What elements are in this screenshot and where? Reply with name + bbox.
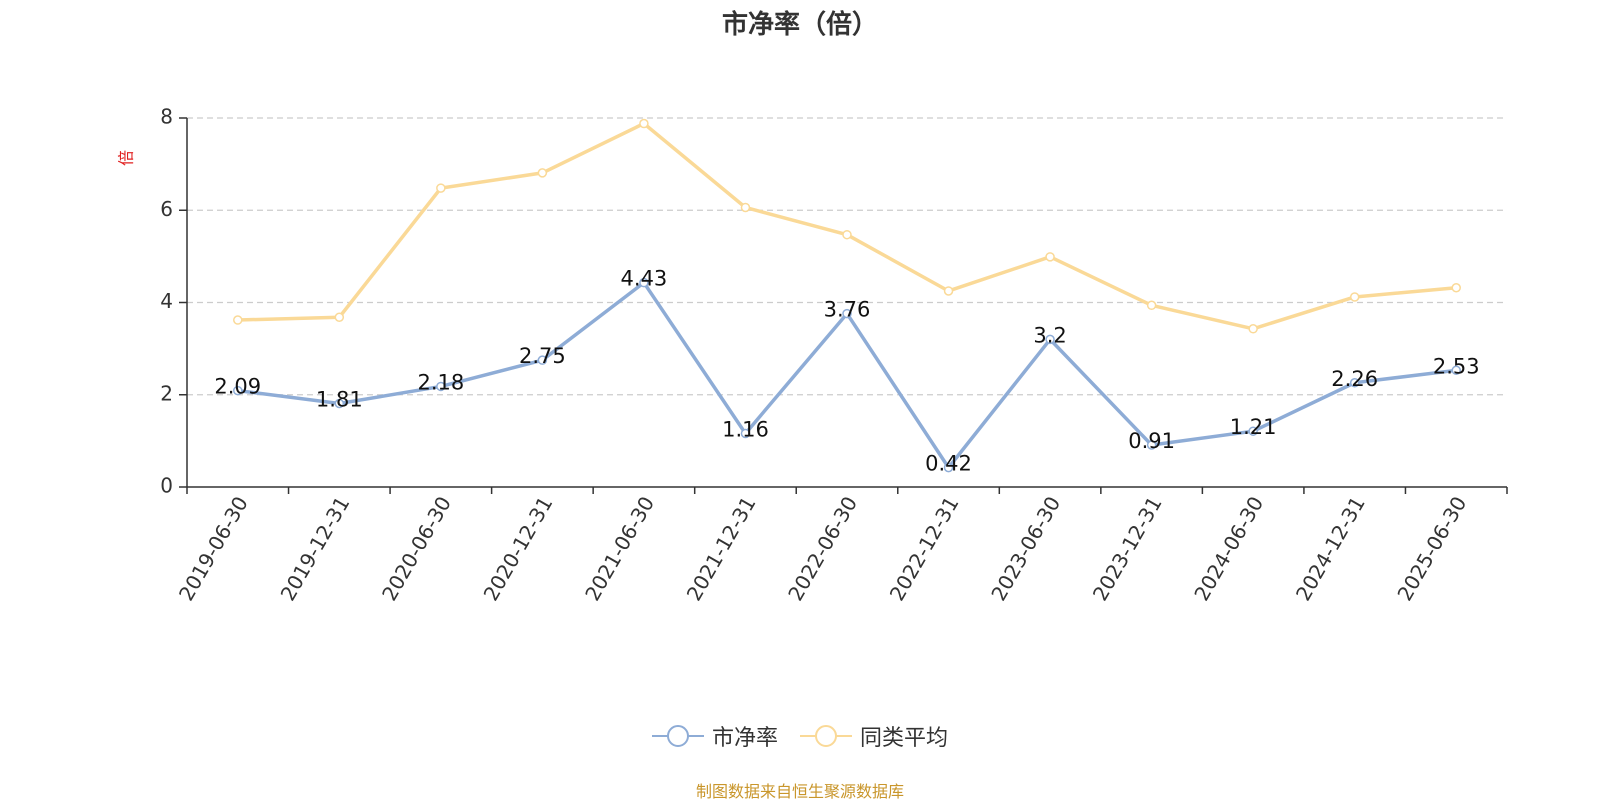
data-point — [1248, 324, 1258, 334]
data-point — [1045, 252, 1055, 262]
data-point — [436, 381, 446, 392]
x-tick-label: 2025-06-30 — [1392, 492, 1471, 605]
data-label: 3.2 — [1033, 323, 1066, 347]
data-point — [537, 355, 548, 365]
legend-item-pb[interactable]: 市净率 — [651, 720, 778, 752]
data-point — [740, 202, 751, 213]
data-label: 1.21 — [1230, 415, 1277, 439]
data-point — [334, 398, 345, 409]
x-tick-label: 2021-12-31 — [682, 492, 761, 605]
data-point — [943, 462, 954, 473]
data-point — [740, 428, 751, 439]
data-label: 0.91 — [1128, 429, 1175, 453]
legend-line-circle-icon — [800, 725, 852, 747]
data-label: 2.53 — [1433, 354, 1480, 378]
y-tick-label: 2 — [160, 381, 173, 405]
data-label: 2.75 — [519, 344, 566, 368]
data-point — [842, 229, 852, 240]
data-label: 1.81 — [316, 388, 363, 412]
data-point — [233, 315, 243, 325]
data-point — [436, 183, 446, 193]
data-point — [1349, 378, 1360, 388]
y-tick-label: 0 — [160, 474, 173, 498]
data-label: 2.26 — [1331, 367, 1378, 391]
x-tick-label: 2020-06-30 — [377, 492, 456, 605]
y-tick-label: 4 — [160, 289, 173, 313]
data-point — [1146, 300, 1157, 311]
x-tick-label: 2022-06-30 — [783, 492, 862, 605]
data-point — [334, 312, 345, 323]
data-point — [1451, 365, 1461, 376]
data-label: 2.09 — [214, 375, 261, 399]
x-tick-label: 2023-06-30 — [986, 492, 1065, 605]
y-axis-label: 倍 — [117, 150, 136, 166]
data-label: 1.16 — [722, 417, 769, 441]
x-tick-label: 2019-06-30 — [174, 492, 253, 605]
grid-lines — [187, 117, 1507, 396]
data-point — [1451, 282, 1461, 293]
source-note: 制图数据来自恒生聚源数据库 — [695, 782, 904, 801]
x-tick-label: 2024-06-30 — [1189, 492, 1268, 605]
x-tick-label: 2019-12-31 — [275, 492, 354, 605]
x-tick-label: 2020-12-31 — [479, 492, 558, 605]
x-tick-label: 2023-12-31 — [1088, 492, 1167, 605]
legend: 市净率 同类平均 — [0, 720, 1600, 752]
chart-title: 市净率（倍） — [721, 10, 878, 40]
x-tick-label: 2022-12-31 — [885, 492, 964, 605]
legend-line-circle-icon — [651, 725, 704, 747]
data-point — [233, 385, 243, 396]
x-tick-label: 2021-06-30 — [580, 492, 659, 605]
data-point — [1146, 440, 1157, 450]
axes: 0 2 4 6 8 2019-06-30 2019-12-31 2020-06-30 2020-… — [160, 105, 1508, 605]
data-point — [1248, 426, 1258, 436]
legend-item-peer-average[interactable]: 同类平均 — [800, 720, 948, 752]
data-point — [842, 308, 852, 319]
series-lines — [233, 118, 1461, 473]
data-point — [639, 118, 649, 129]
data-point — [1045, 334, 1055, 345]
data-point — [943, 286, 954, 296]
legend-label: 同类平均 — [860, 726, 949, 751]
y-tick-label: 8 — [160, 105, 173, 129]
x-tick-label: 2024-12-31 — [1291, 492, 1370, 605]
data-labels: 2.09 1.81 2.18 2.75 4.43 1.16 3.76 0.42 3.2 0.91 1… — [214, 267, 1479, 476]
data-label: 3.76 — [824, 298, 871, 322]
y-tick-label: 6 — [160, 197, 173, 221]
data-label: 0.42 — [925, 452, 972, 476]
data-point — [1349, 292, 1360, 302]
data-label: 4.43 — [621, 267, 668, 291]
data-label: 2.18 — [417, 370, 464, 394]
data-point — [639, 277, 649, 288]
data-point — [537, 168, 548, 178]
legend-label: 市净率 — [711, 726, 778, 751]
